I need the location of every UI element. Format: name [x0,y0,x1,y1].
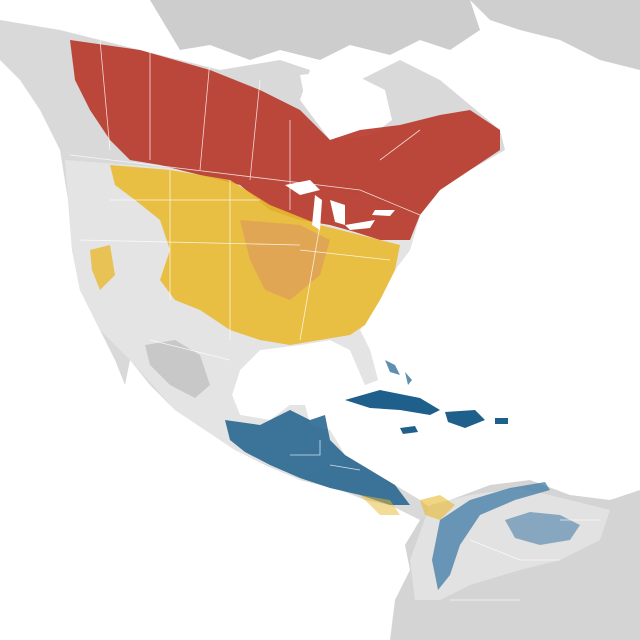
jamaica [400,426,418,434]
wintering-andes [432,482,550,590]
great-lakes [285,180,395,230]
cuba [345,390,440,415]
breeding-range [70,40,500,240]
migration-south [420,495,455,520]
puerto-rico [495,418,508,424]
greenland [0,0,640,70]
arctic-islands [150,0,480,60]
migration-range [110,165,400,345]
migration-range-west [90,245,115,290]
country-borders [290,440,600,601]
state-borders [69,39,421,361]
migration-panama [360,495,400,515]
desert-patch [145,340,210,398]
hudson-bay [300,70,392,140]
hispaniola [445,410,485,428]
bahamas [385,360,412,385]
overlap-zone [240,220,330,300]
wintering-central-america [225,410,410,505]
